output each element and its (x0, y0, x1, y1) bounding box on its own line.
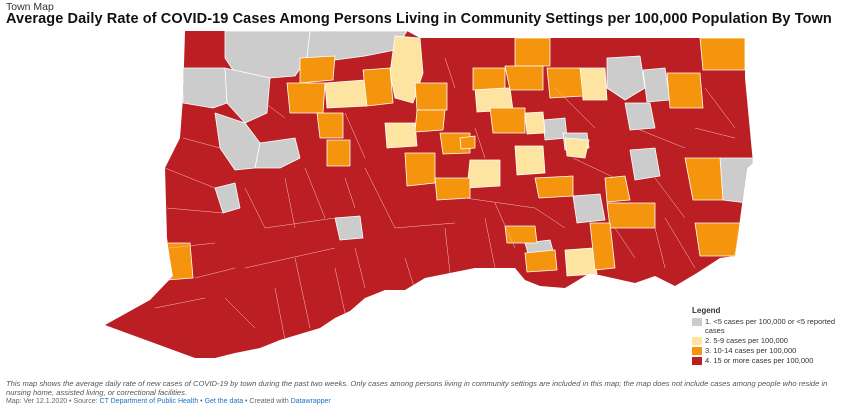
connecticut-town-map (105, 31, 753, 358)
town-yellow (564, 247, 598, 277)
town-orange (286, 82, 326, 114)
legend-label-1: 1. <5 cases per 100,000 or <5 reported c… (705, 317, 836, 335)
town-orange (534, 175, 574, 199)
town-orange (489, 107, 526, 134)
town-orange (326, 139, 351, 167)
town-orange (434, 177, 471, 201)
legend-swatch-yellow (692, 337, 702, 345)
town-orange (666, 72, 704, 109)
town-orange (546, 67, 584, 99)
map-caption: This map shows the average daily rate of… (6, 379, 828, 397)
legend-swatch-orange (692, 347, 702, 355)
town-gray (254, 137, 301, 169)
town-orange (164, 242, 194, 281)
legend-label-3: 3. 10-14 cases per 100,000 (705, 346, 797, 355)
town-yellow (579, 67, 608, 101)
town-orange (472, 67, 506, 91)
map-title: Average Daily Rate of COVID-19 Cases Amo… (6, 11, 832, 27)
legend-swatch-gray (692, 318, 702, 326)
legend-label-2: 2. 5-9 cases per 100,000 (705, 336, 788, 345)
legend-swatch-red (692, 357, 702, 365)
town-orange (414, 82, 448, 111)
town-boundaries (154, 57, 736, 341)
town-orange (684, 157, 724, 201)
map-kicker: Town Map (6, 1, 54, 13)
legend-item-1: 1. <5 cases per 100,000 or <5 reported c… (692, 317, 842, 335)
town-gray (629, 147, 661, 181)
town-orange (299, 55, 336, 84)
town-gray (606, 55, 646, 101)
footer-created-with: • Created with (243, 398, 291, 405)
town-yellow (324, 79, 368, 109)
town-gray (624, 102, 656, 131)
town-yellow (564, 137, 590, 159)
town-gray (182, 67, 228, 109)
town-orange (504, 65, 544, 91)
town-gray (334, 215, 364, 241)
legend-title: Legend (692, 306, 721, 315)
town-orange (694, 222, 741, 257)
town-yellow (514, 145, 546, 176)
town-orange (504, 225, 538, 244)
town-yellow (466, 159, 501, 189)
town-orange (414, 109, 446, 133)
town-yellow (384, 122, 418, 149)
legend-item-4: 4. 15 or more cases per 100,000 (692, 356, 842, 365)
town-orange (362, 67, 394, 107)
town-orange (604, 175, 631, 203)
datawrapper-link[interactable]: Datawrapper (290, 398, 331, 405)
town-orange (699, 37, 746, 71)
town-orange (459, 135, 476, 150)
town-gray (642, 67, 671, 103)
town-orange (514, 37, 551, 67)
map-footer: Map: Ver 12.1.2020 • Source: CT Departme… (6, 398, 331, 405)
legend-item-3: 3. 10-14 cases per 100,000 (692, 346, 842, 355)
get-data-link[interactable]: Get the data (204, 398, 244, 405)
town-orange (606, 202, 656, 229)
town-gray (214, 182, 241, 214)
source-link[interactable]: CT Department of Public Health (99, 398, 199, 405)
town-gray (572, 193, 606, 224)
town-yellow (524, 111, 546, 135)
town-gray (719, 157, 753, 204)
town-gray (224, 67, 271, 124)
town-orange (316, 112, 344, 139)
town-orange (589, 222, 616, 271)
legend-item-2: 2. 5-9 cases per 100,000 (692, 336, 842, 345)
town-orange (404, 152, 436, 187)
map-legend: Legend 1. <5 cases per 100,000 or <5 rep… (692, 306, 842, 366)
footer-prefix: Map: Ver 12.1.2020 • Source: (6, 398, 100, 405)
legend-label-4: 4. 15 or more cases per 100,000 (705, 356, 814, 365)
footer-separator: • (198, 398, 205, 405)
town-orange (524, 249, 558, 273)
